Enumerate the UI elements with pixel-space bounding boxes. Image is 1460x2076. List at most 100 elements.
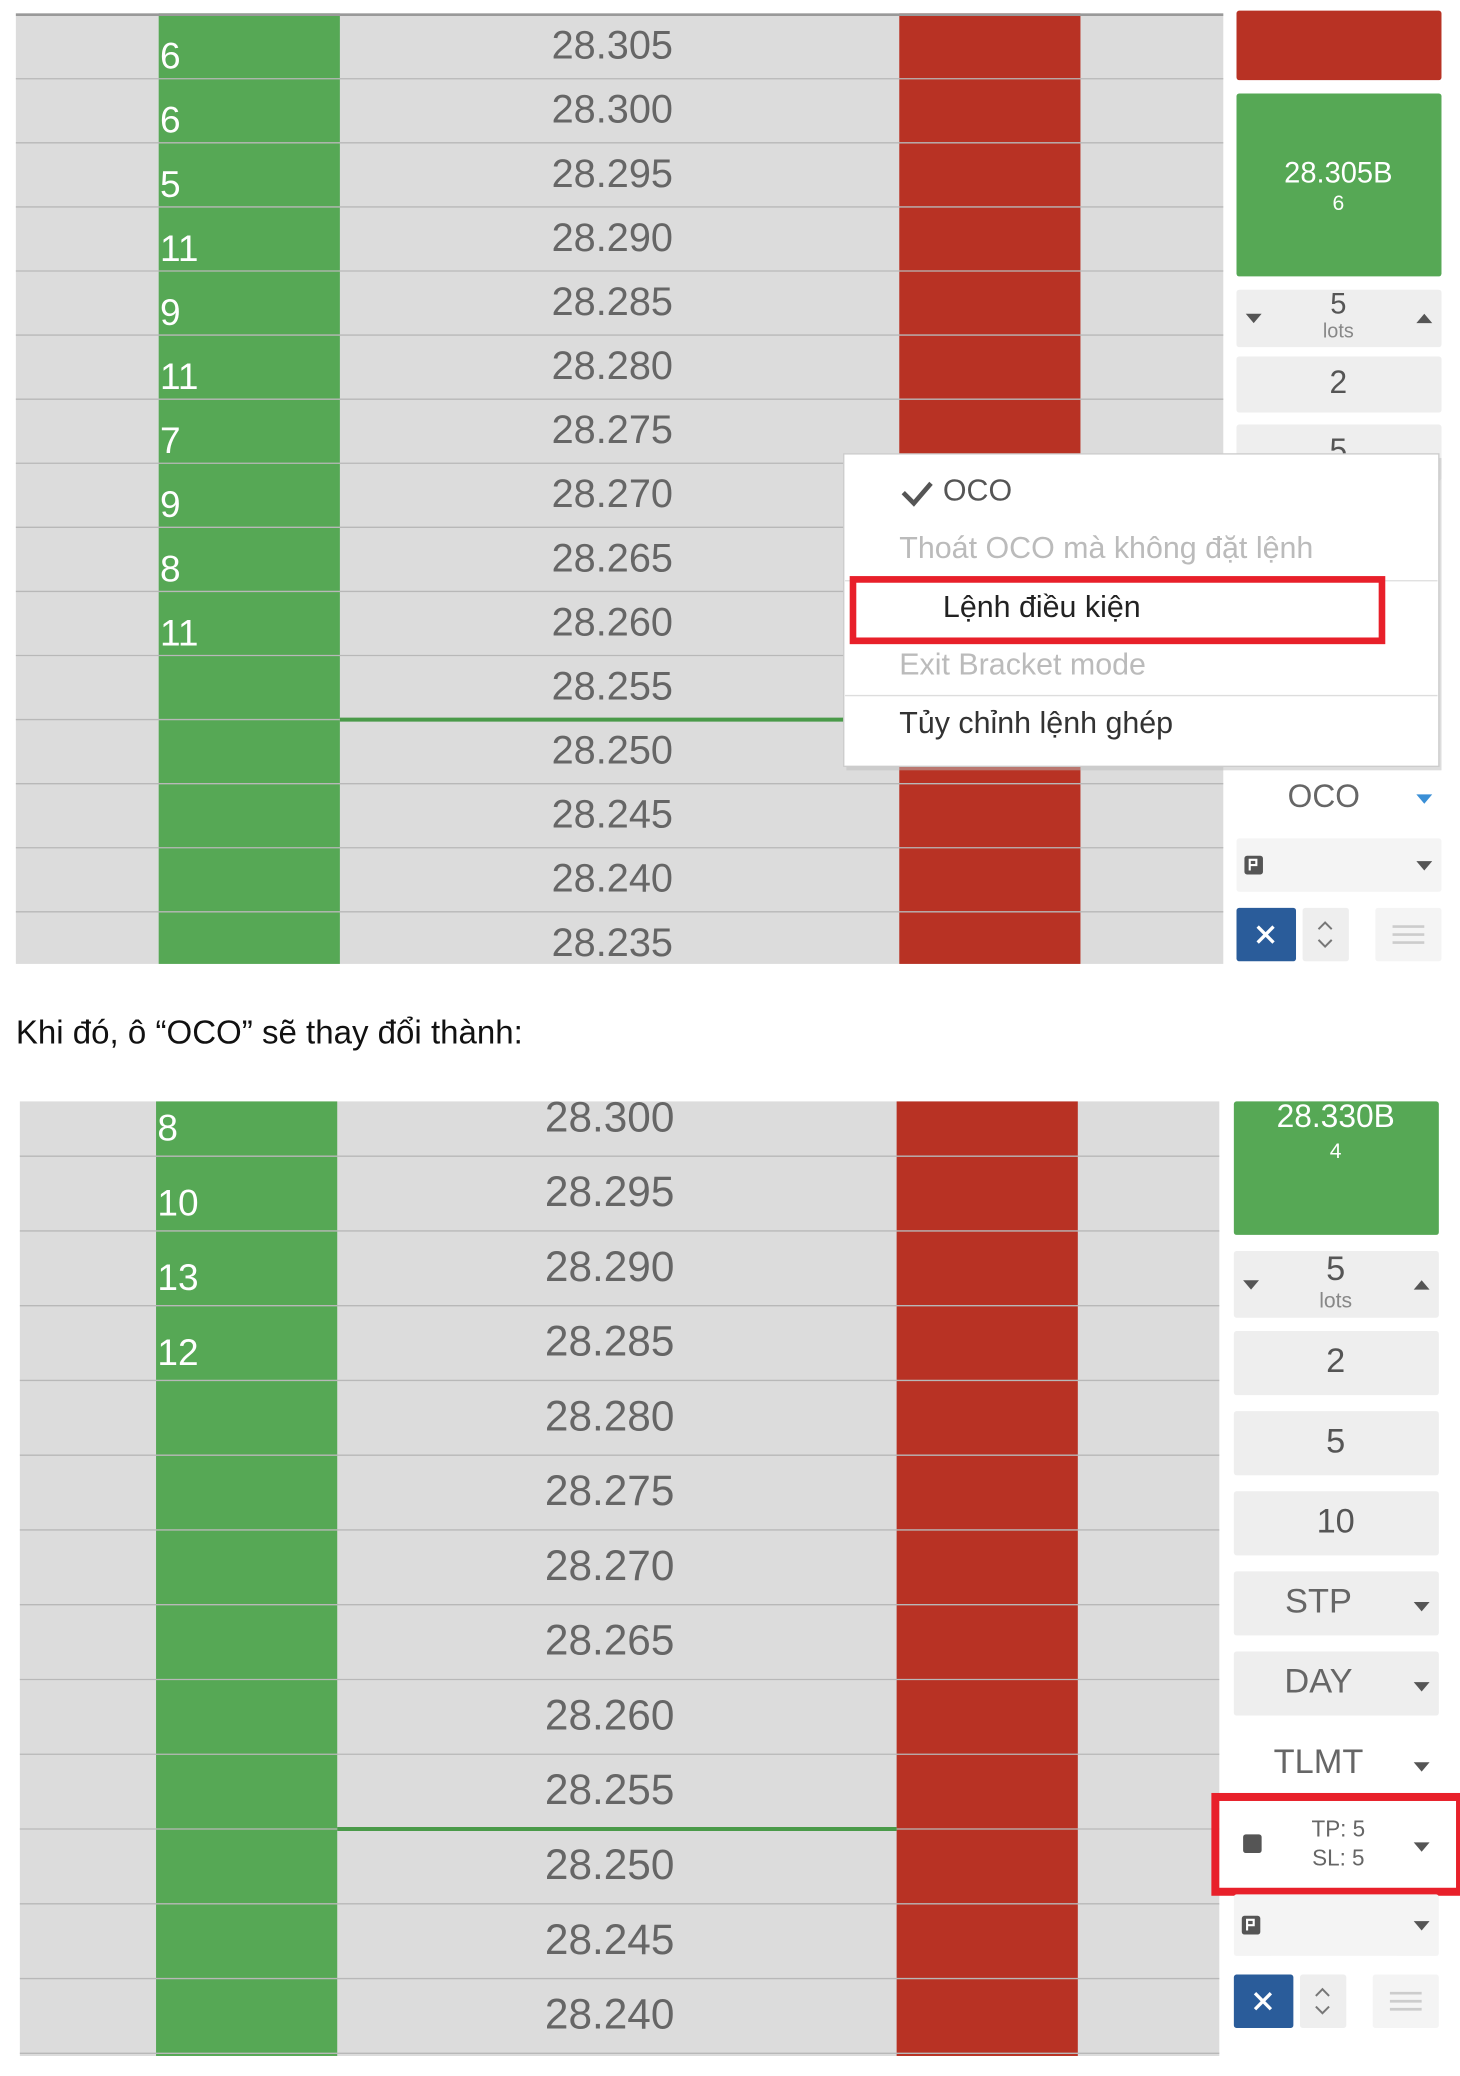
arrow-up <box>1413 1280 1430 1290</box>
bid-qty: 8 <box>157 1106 178 1148</box>
duration-dropdown[interactable] <box>1233 1651 1439 1716</box>
price: 28.280 <box>545 1393 674 1440</box>
price: 28.280 <box>552 344 673 388</box>
menu-item[interactable]: Exit Bracket mode <box>899 647 1146 681</box>
bracket-icon <box>1243 1834 1262 1854</box>
arrow-down <box>1413 1921 1430 1931</box>
bid-qty: 10 <box>157 1181 198 1223</box>
caption: Khi đó, ô “OCO” sẽ thay đổi thành: <box>16 1014 523 1051</box>
toggle-button[interactable] <box>1299 1974 1347 2028</box>
price: 28.285 <box>545 1319 674 1366</box>
lots-value: 5 <box>1330 288 1346 320</box>
context-menu <box>843 453 1440 767</box>
price: 28.300 <box>552 88 673 132</box>
ask-column <box>896 1101 1078 2056</box>
order-type-dropdown[interactable] <box>1233 1571 1439 1636</box>
mode: TLMT <box>1274 1743 1364 1781</box>
bid-qty: 7 <box>160 419 181 461</box>
toggle-button[interactable] <box>1302 907 1349 962</box>
quantity-button[interactable] <box>1236 356 1442 413</box>
toggle-icon <box>1315 1987 1330 2015</box>
menu-item[interactable]: Lệnh điều kiện <box>943 590 1141 624</box>
bid-qty: 8 <box>160 547 181 589</box>
price: 28.260 <box>552 600 673 644</box>
bid-qty: 6 <box>160 34 181 76</box>
bracket-icon <box>1256 925 1275 944</box>
arrow-down <box>1413 1682 1430 1692</box>
bid-qty: 9 <box>160 483 181 525</box>
lots-box[interactable] <box>1233 1250 1439 1318</box>
lots-unit: lots <box>1319 1288 1352 1312</box>
bid-qty: 9 <box>160 291 181 333</box>
price: 28.265 <box>552 536 673 580</box>
buy-qty: 6 <box>1332 191 1344 215</box>
price: 28.270 <box>545 1543 674 1590</box>
price: 28.240 <box>552 857 673 901</box>
price: 28.285 <box>552 280 673 324</box>
quantity: 10 <box>1317 1502 1355 1540</box>
bracket-icon <box>1253 1992 1273 2011</box>
arrow-down <box>1413 1842 1430 1852</box>
menu-item[interactable]: OCO <box>943 474 1012 508</box>
buy-price: 28.305B <box>1284 158 1392 190</box>
toggle-icon <box>1317 921 1333 948</box>
p-icon-glyph <box>1248 858 1258 871</box>
p-dropdown[interactable] <box>1236 838 1442 892</box>
bid-qty: 11 <box>160 227 198 269</box>
bracket-dropdown[interactable] <box>1233 1811 1439 1876</box>
p-dropdown[interactable] <box>1233 1894 1439 1956</box>
price: 28.245 <box>552 792 673 836</box>
buy-button[interactable] <box>1236 93 1442 277</box>
bid-column <box>158 13 340 964</box>
stop-loss: SL: 5 <box>1312 1846 1364 1871</box>
price: 28.250 <box>552 728 673 772</box>
price: 28.270 <box>552 472 673 516</box>
price: 28.240 <box>545 1991 674 2038</box>
price: 28.255 <box>545 1767 674 1814</box>
bid-qty: 12 <box>157 1331 198 1373</box>
price: 28.265 <box>545 1618 674 1665</box>
mode-dropdown[interactable] <box>1233 1731 1439 1796</box>
highlight-box <box>1211 1792 1460 1896</box>
price: 28.250 <box>545 1842 674 1889</box>
price: 28.245 <box>545 1917 674 1964</box>
price: 28.300 <box>545 1094 674 1141</box>
arrow-down <box>1416 861 1433 871</box>
check-icon <box>901 481 933 507</box>
lots-box[interactable] <box>1236 289 1442 348</box>
highlight-box <box>849 576 1386 645</box>
buy-qty: 4 <box>1330 1139 1342 1163</box>
take-profit: TP: 5 <box>1311 1816 1365 1841</box>
menu-item[interactable]: Thoát OCO mà không đặt lệnh <box>899 531 1313 565</box>
price: 28.295 <box>545 1169 674 1216</box>
buy-price: 28.330B <box>1277 1098 1395 1134</box>
bid-qty: 11 <box>160 355 198 397</box>
arrow-up <box>1416 313 1433 324</box>
quantity-button[interactable] <box>1233 1411 1439 1476</box>
quantity-button[interactable] <box>1233 1491 1439 1556</box>
order-type: STP <box>1285 1582 1352 1620</box>
buy-button[interactable] <box>1233 1101 1439 1235</box>
arrow-down <box>1243 1280 1259 1290</box>
price: 28.305 <box>552 23 673 67</box>
price: 28.255 <box>552 664 673 708</box>
price: 28.290 <box>545 1244 674 1291</box>
bid-column <box>156 1101 338 2056</box>
menu-item[interactable]: Tủy chỉnh lệnh ghép <box>899 706 1173 740</box>
order-type: OCO <box>1288 778 1360 814</box>
lots-unit: lots <box>1323 321 1354 343</box>
arrow-down <box>1245 313 1262 324</box>
bid-qty: 6 <box>160 99 181 141</box>
order-type-dropdown[interactable] <box>1236 771 1442 826</box>
quantity-button[interactable] <box>1233 1331 1439 1396</box>
quantity: 2 <box>1326 1342 1345 1380</box>
price: 28.275 <box>552 408 673 452</box>
price: 28.275 <box>545 1468 674 1515</box>
sell-button[interactable] <box>1236 10 1442 81</box>
quantity: 2 <box>1330 364 1348 400</box>
bid-qty: 13 <box>157 1256 198 1298</box>
arrow-down <box>1413 1762 1430 1772</box>
